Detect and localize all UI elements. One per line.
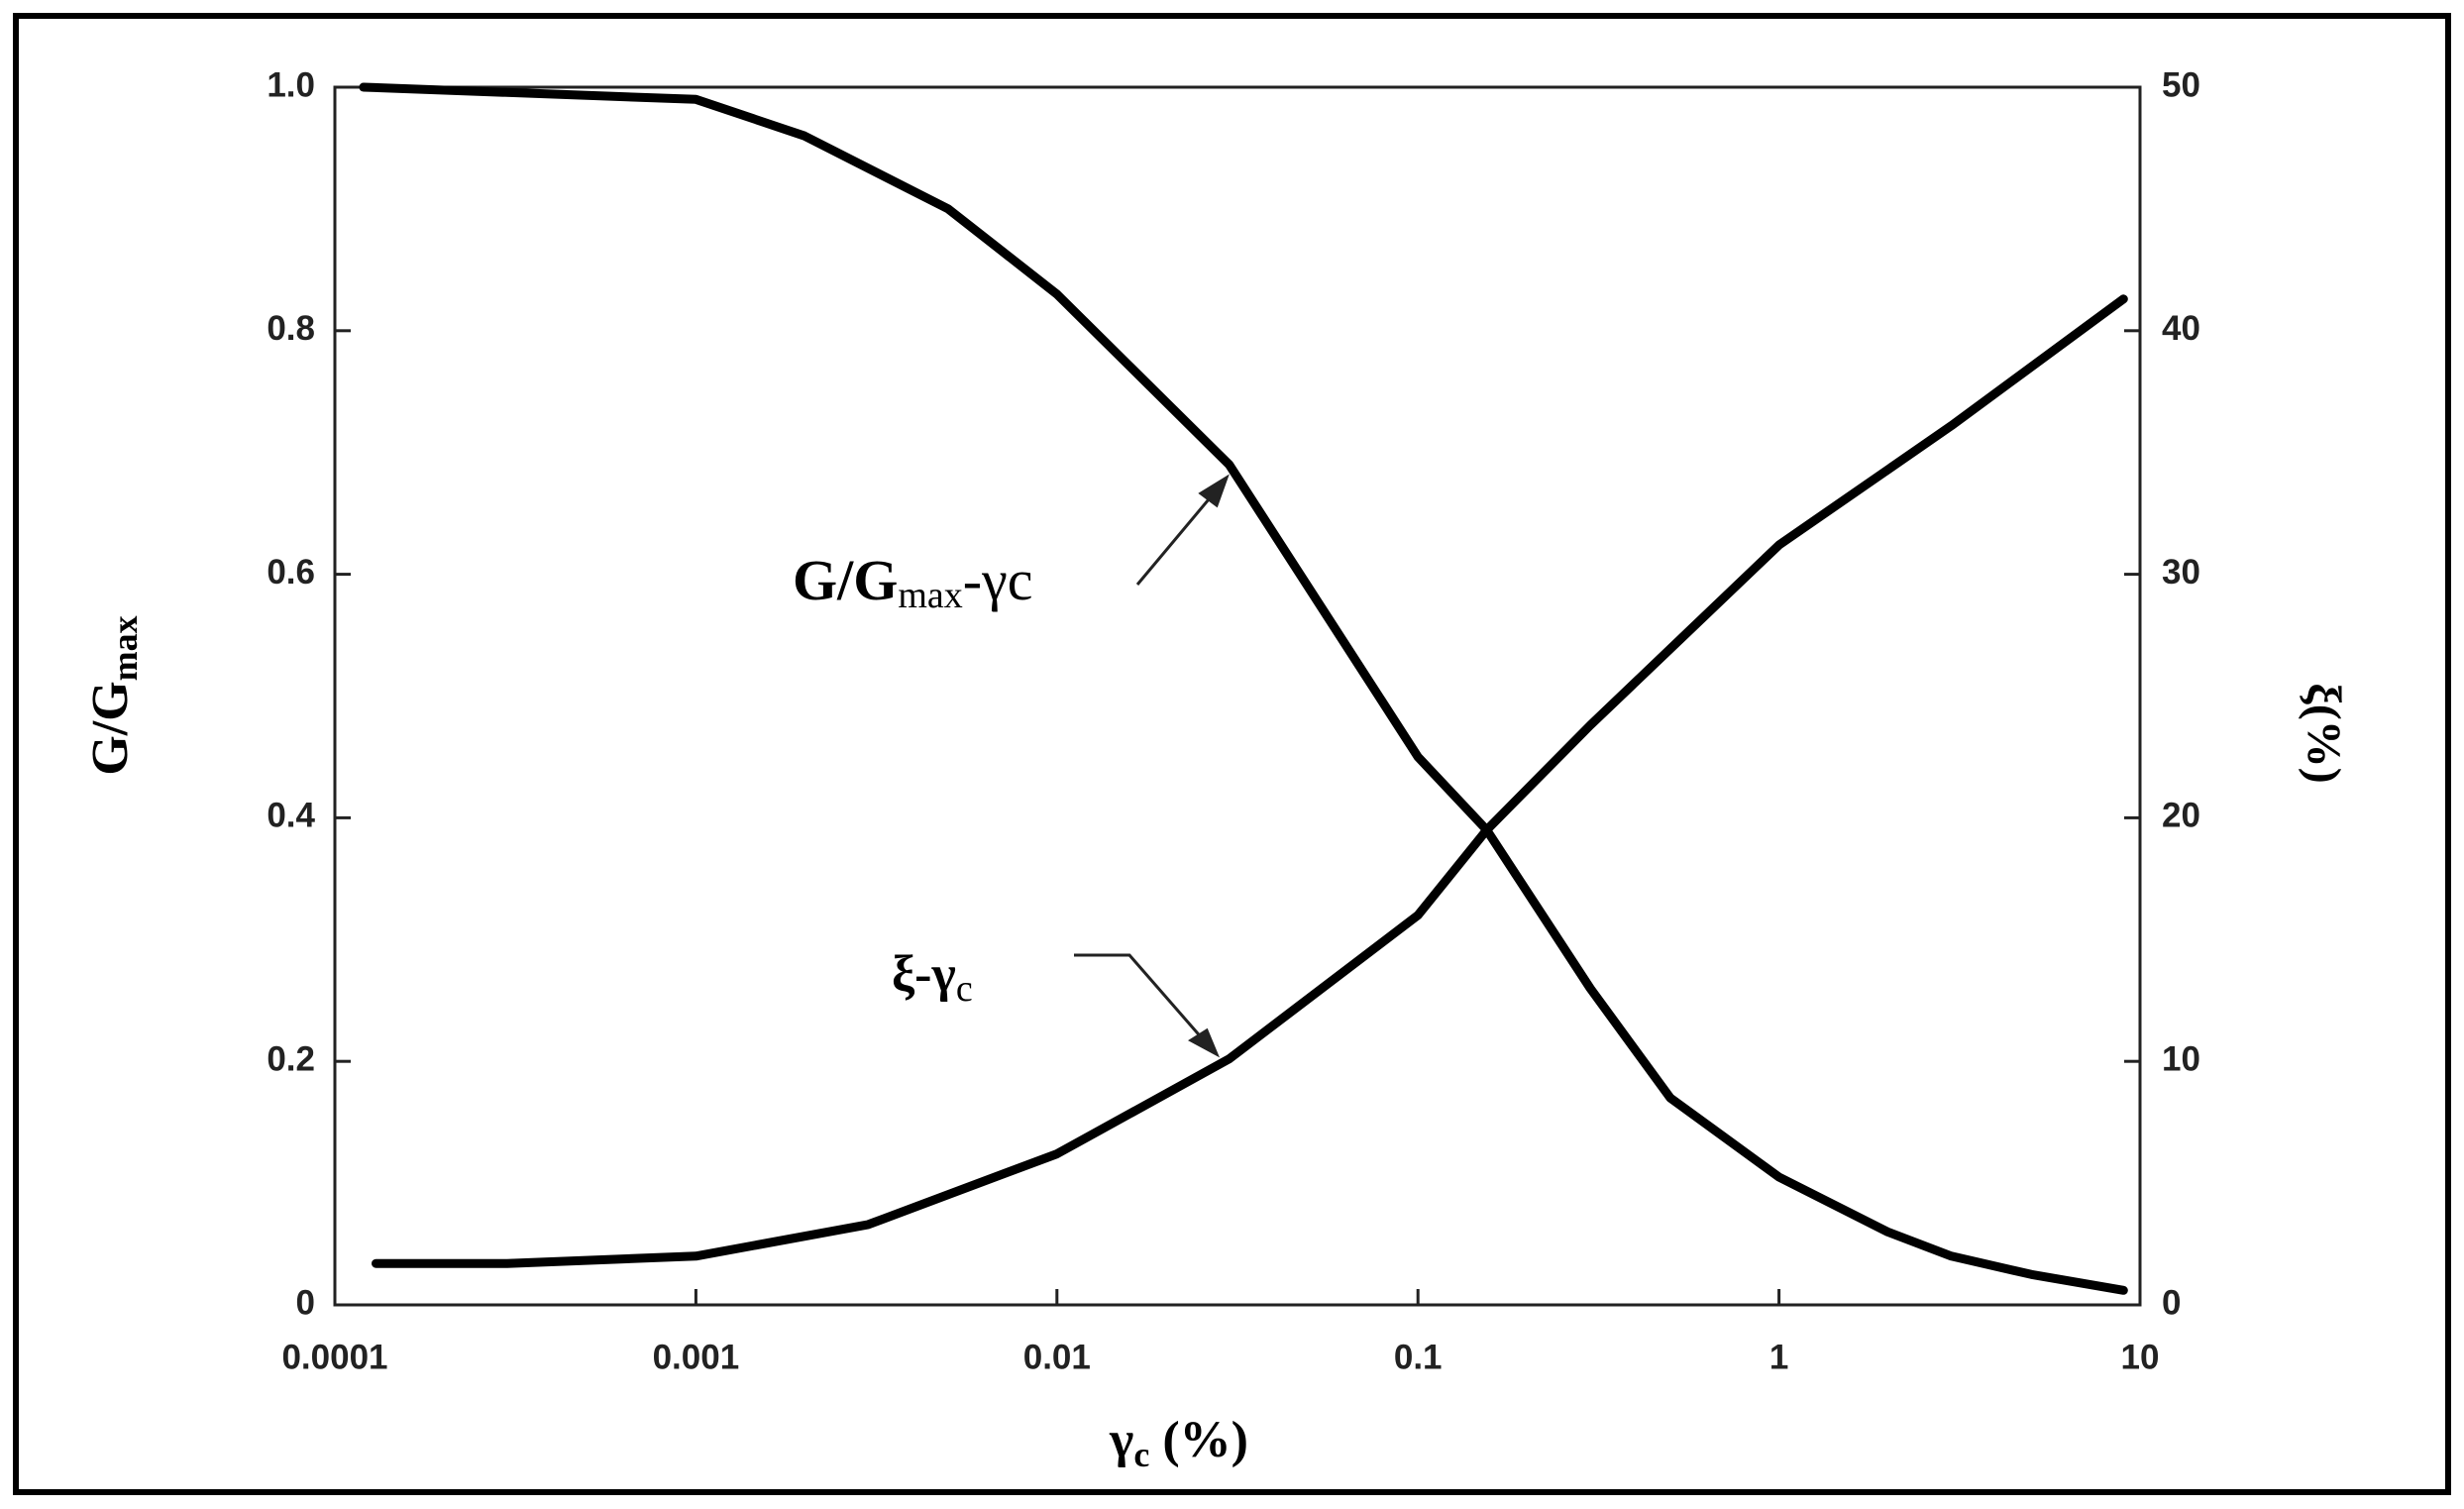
- annotation-main: ξ-γ: [892, 946, 956, 1003]
- y-label-main: G/G: [82, 681, 139, 775]
- annotation-sub: max: [898, 575, 962, 616]
- plot-area: [333, 85, 2142, 1307]
- annotation: ξ-γc: [892, 946, 973, 1010]
- y-tick-label: 0.2: [267, 1039, 315, 1078]
- annotation-arrows: [1074, 474, 1230, 1058]
- x-tick-label: 1: [1769, 1338, 1788, 1376]
- arrow-head: [1188, 1027, 1221, 1058]
- y-tick-label: 1.0: [267, 65, 315, 104]
- y-label-sub: max: [105, 615, 145, 681]
- arrow-head: [1198, 474, 1230, 508]
- y2-axis-label: ξ(%): [2298, 683, 2350, 783]
- y-tick-label: 0.4: [267, 797, 315, 835]
- y2-tick-label: 20: [2162, 797, 2200, 835]
- y-tick-label: 0.6: [267, 553, 315, 592]
- x-tick-label: 0.0001: [281, 1338, 387, 1376]
- annotation-sub: c: [956, 968, 973, 1010]
- y2-tick-label: 40: [2162, 309, 2200, 348]
- curve: [359, 82, 2128, 1295]
- x-label-main: γ: [1109, 1412, 1133, 1468]
- curve: [372, 294, 2128, 1268]
- x-axis-label: γc (%): [1109, 1412, 1248, 1474]
- x-label-sub: c: [1133, 1435, 1149, 1474]
- y-axis-label: G/Gmax: [82, 615, 145, 775]
- annotation: G/Gmax-γc: [793, 548, 1032, 616]
- x-tick-label: 0.1: [1394, 1338, 1443, 1376]
- y2-tick-label: 10: [2162, 1039, 2200, 1078]
- annotation-tail: -γc: [963, 548, 1033, 612]
- y2-tick-label: 30: [2162, 553, 2200, 592]
- y-tick-label: 0.8: [267, 309, 315, 348]
- x-tick-label: 0.01: [1023, 1338, 1091, 1376]
- arrow-line: [1135, 492, 1216, 586]
- annotation-main: G/G: [793, 548, 898, 612]
- x-label-tail: (%): [1149, 1412, 1248, 1468]
- arrow-line: [1074, 953, 1206, 1041]
- x-tick-label: 0.001: [653, 1338, 740, 1376]
- y2-tick-label: 50: [2162, 65, 2200, 104]
- frame: [13, 13, 2451, 1495]
- x-tick-label: 10: [2121, 1338, 2160, 1376]
- y-tick-label: 0: [296, 1283, 315, 1322]
- y2-tick-label: 0: [2162, 1283, 2181, 1322]
